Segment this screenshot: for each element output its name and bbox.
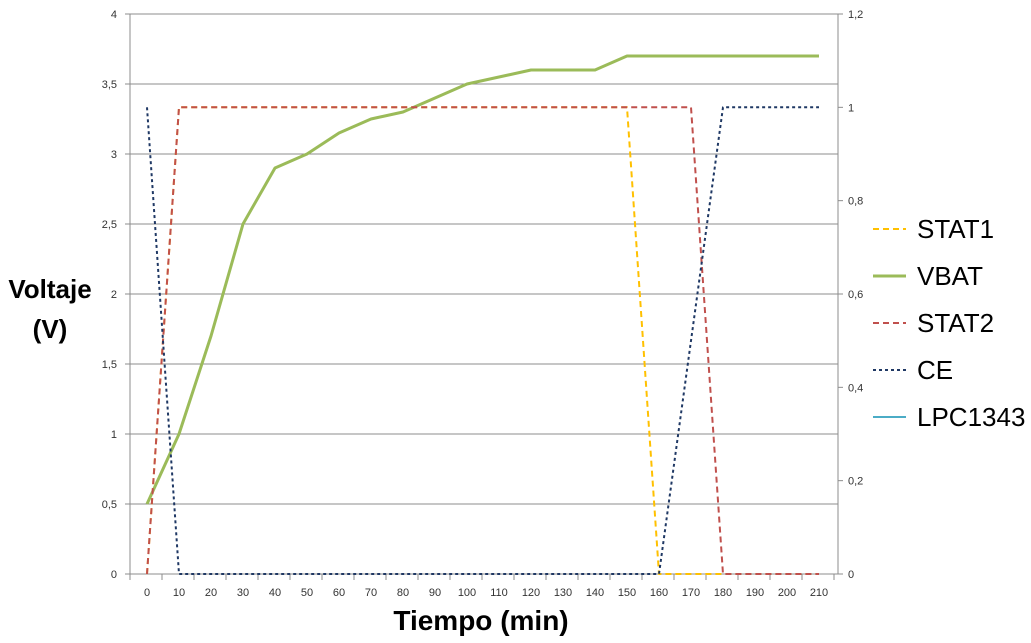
x-tick-label: 60: [333, 587, 345, 599]
x-tick-label: 50: [301, 587, 313, 599]
left-tick-label: 3,5: [102, 79, 117, 91]
right-y-axis: 0 0,2 0,4 0,6 0,8 1 1,2: [838, 9, 863, 581]
left-tick-label: 4: [111, 9, 117, 21]
x-tick-label: 180: [714, 587, 732, 599]
x-tick-label: 210: [810, 587, 828, 599]
legend-label-stat2: STAT2: [917, 308, 994, 338]
legend-label-lpc1343: LPC1343: [917, 402, 1025, 432]
x-tick-label: 90: [429, 587, 441, 599]
x-axis: 0 10 20 30 40 50 60 70 80 90 100 110 120 130 140 150 160…: [129, 574, 835, 599]
x-tick-label: 200: [778, 587, 796, 599]
legend: STAT1 VBAT STAT2 CE LPC1343: [873, 214, 1025, 432]
left-y-axis: 0 0,5 1 1,5 2 2,5 3 3,5 4: [102, 9, 130, 581]
x-tick-label: 150: [618, 587, 636, 599]
x-axis-title: Tiempo (min): [393, 605, 568, 636]
x-tick-label: 80: [397, 587, 409, 599]
x-tick-label: 110: [490, 587, 508, 599]
gridlines: [130, 13, 838, 575]
right-tick-label: 1: [848, 102, 854, 114]
x-tick-label: 170: [682, 587, 700, 599]
left-tick-label: 1: [111, 429, 117, 441]
left-tick-label: 1,5: [102, 359, 117, 371]
x-tick-label: 190: [746, 587, 764, 599]
right-tick-label: 1,2: [848, 9, 863, 21]
series-line-ce: [146, 106, 819, 575]
series-layer: [145, 54, 819, 575]
legend-label-stat1: STAT1: [917, 214, 994, 244]
x-tick-label: 20: [205, 587, 217, 599]
right-tick-label: 0,8: [848, 196, 863, 208]
left-tick-label: 0,5: [102, 499, 117, 511]
x-tick-label: 70: [365, 587, 377, 599]
x-tick-label: 100: [458, 587, 476, 599]
x-tick-label: 10: [173, 587, 185, 599]
x-tick-label: 120: [522, 587, 540, 599]
x-tick-label: 140: [586, 587, 604, 599]
x-tick-label: 40: [269, 587, 281, 599]
series-line-vbat: [145, 54, 819, 505]
right-tick-label: 0,6: [848, 289, 863, 301]
right-tick-label: 0: [848, 569, 854, 581]
series-line-stat2: [146, 106, 819, 575]
x-tick-label: 160: [650, 587, 668, 599]
left-tick-label: 2,5: [102, 219, 117, 231]
right-tick-label: 0,4: [848, 382, 863, 394]
left-tick-label: 3: [111, 149, 117, 161]
x-tick-label: 30: [237, 587, 249, 599]
x-tick-label: 130: [554, 587, 572, 599]
x-tick-label: 0: [144, 587, 150, 599]
left-tick-label: 2: [111, 289, 117, 301]
left-tick-label: 0: [111, 569, 117, 581]
legend-label-vbat: VBAT: [917, 261, 983, 291]
y-axis-title-line2: (V): [33, 314, 68, 344]
right-tick-label: 0,2: [848, 476, 863, 488]
legend-label-ce: CE: [917, 355, 953, 385]
y-axis-title-line1: Voltaje: [8, 274, 91, 304]
